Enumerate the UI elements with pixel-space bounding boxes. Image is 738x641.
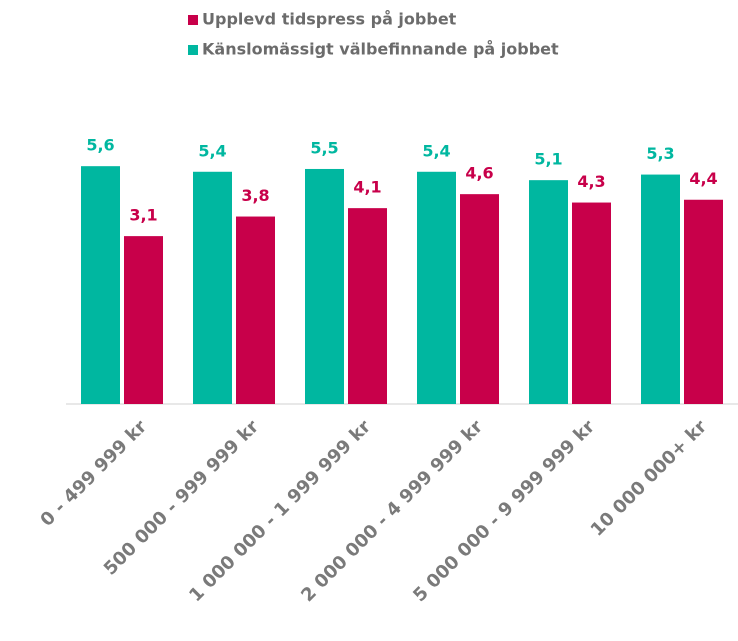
bar bbox=[417, 171, 456, 404]
legend-label: Känslomässigt välbefinnande på jobbet bbox=[202, 40, 559, 59]
legend-swatch bbox=[188, 45, 198, 55]
bar bbox=[572, 202, 611, 404]
value-label: 4,3 bbox=[577, 172, 605, 191]
bar bbox=[348, 208, 387, 404]
legend-swatch bbox=[188, 15, 198, 25]
value-label: 5,5 bbox=[310, 138, 338, 157]
value-label: 4,6 bbox=[465, 164, 493, 183]
value-label: 4,4 bbox=[689, 169, 717, 188]
x-tick-label: 5 000 000 - 9 999 999 kr bbox=[409, 416, 599, 606]
bar bbox=[529, 180, 568, 404]
bar bbox=[81, 166, 120, 404]
value-label: 5,3 bbox=[646, 144, 674, 163]
legend-label: Upplevd tidspress på jobbet bbox=[202, 10, 457, 29]
value-label: 5,6 bbox=[86, 136, 114, 155]
value-label: 3,1 bbox=[129, 206, 157, 225]
bar bbox=[124, 236, 163, 404]
x-tick-label: 10 000 000+ kr bbox=[587, 416, 711, 540]
x-tick-label: 0 - 499 999 kr bbox=[36, 416, 151, 531]
bar bbox=[305, 168, 344, 404]
x-tick-label: 1 000 000 - 1 999 999 kr bbox=[185, 416, 375, 606]
bar bbox=[460, 194, 499, 404]
bar bbox=[236, 216, 275, 404]
bar bbox=[641, 174, 680, 404]
value-label: 3,8 bbox=[241, 186, 269, 205]
value-label: 5,4 bbox=[422, 141, 450, 160]
bar bbox=[193, 171, 232, 404]
value-label: 4,1 bbox=[353, 178, 381, 197]
bar bbox=[684, 199, 723, 404]
x-tick-label: 2 000 000 - 4 999 999 kr bbox=[297, 416, 487, 606]
value-label: 5,4 bbox=[198, 141, 226, 160]
value-label: 5,1 bbox=[534, 150, 562, 169]
